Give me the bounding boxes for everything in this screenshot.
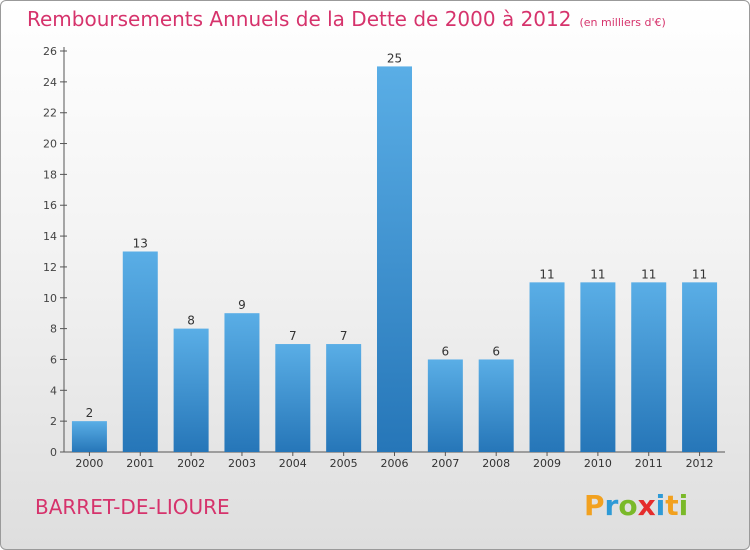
logo-letter: i [655, 489, 666, 522]
commune-name: BARRET-DE-LIOURE [35, 495, 230, 519]
x-tick-label: 2006 [381, 457, 409, 470]
y-tick-label: 6 [50, 353, 57, 366]
logo-letter: t [665, 489, 679, 522]
bar [631, 282, 667, 452]
data-label: 8 [187, 314, 195, 328]
y-tick-label: 24 [43, 76, 57, 89]
bar [377, 66, 412, 452]
x-tick-label: 2010 [584, 457, 612, 470]
y-tick-label: 4 [50, 384, 57, 397]
logo-letter: i [678, 489, 689, 522]
x-tick-label: 2007 [431, 457, 459, 470]
x-tick-label: 2003 [228, 457, 256, 470]
data-label: 9 [238, 298, 246, 312]
y-tick-label: 14 [43, 230, 57, 243]
data-label: 11 [539, 267, 554, 281]
data-label: 11 [641, 267, 656, 281]
bar [580, 282, 616, 452]
logo-letter: P [584, 489, 605, 522]
bar [529, 282, 565, 452]
bar [71, 421, 107, 452]
x-tick-label: 2000 [75, 457, 103, 470]
x-tick-label: 2009 [533, 457, 561, 470]
logo-letter: x [637, 489, 656, 522]
data-label: 25 [387, 51, 402, 65]
x-tick-label: 2004 [279, 457, 307, 470]
data-label: 13 [133, 237, 148, 251]
x-tick-label: 2008 [482, 457, 510, 470]
x-tick-label: 2011 [635, 457, 663, 470]
data-label: 2 [86, 406, 94, 420]
data-labels: 2 13 8 9 7 7 25 6 6 11 11 11 11 [86, 51, 708, 420]
x-tick-label: 2012 [686, 457, 714, 470]
y-tick-label: 18 [43, 168, 57, 181]
x-tick-label: 2005 [330, 457, 358, 470]
bar [478, 359, 514, 452]
y-tick-label: 0 [50, 446, 57, 459]
data-label: 7 [340, 329, 348, 343]
bar [682, 282, 718, 452]
logo-letter: o [618, 489, 638, 522]
y-tick-label: 22 [43, 107, 57, 120]
logo-letter: r [604, 489, 619, 522]
y-tick-label: 20 [43, 138, 57, 151]
bar [427, 359, 463, 452]
bar-series [71, 66, 718, 452]
title-text: Remboursements Annuels de la Dette de 20… [27, 7, 572, 31]
chart-title: Remboursements Annuels de la Dette de 20… [27, 7, 666, 31]
bar [275, 344, 311, 452]
data-label: 6 [492, 344, 500, 358]
y-tick-label: 2 [50, 415, 57, 428]
bar [224, 313, 260, 452]
bar [173, 328, 209, 452]
data-label: 7 [289, 329, 297, 343]
y-tick-label: 10 [43, 292, 57, 305]
data-label: 11 [590, 267, 605, 281]
y-tick-label: 12 [43, 261, 57, 274]
unit-note: (en milliers d'€) [579, 16, 666, 29]
bar [122, 251, 158, 452]
bar [326, 344, 362, 452]
x-tick-label: 2001 [126, 457, 154, 470]
y-tick-label: 8 [50, 323, 57, 336]
x-tick-label: 2002 [177, 457, 205, 470]
data-label: 6 [442, 344, 450, 358]
y-tick-label: 26 [43, 45, 57, 58]
proxiti-logo: Proxiti [584, 489, 688, 522]
y-tick-label: 16 [43, 199, 57, 212]
data-label: 11 [692, 267, 707, 281]
